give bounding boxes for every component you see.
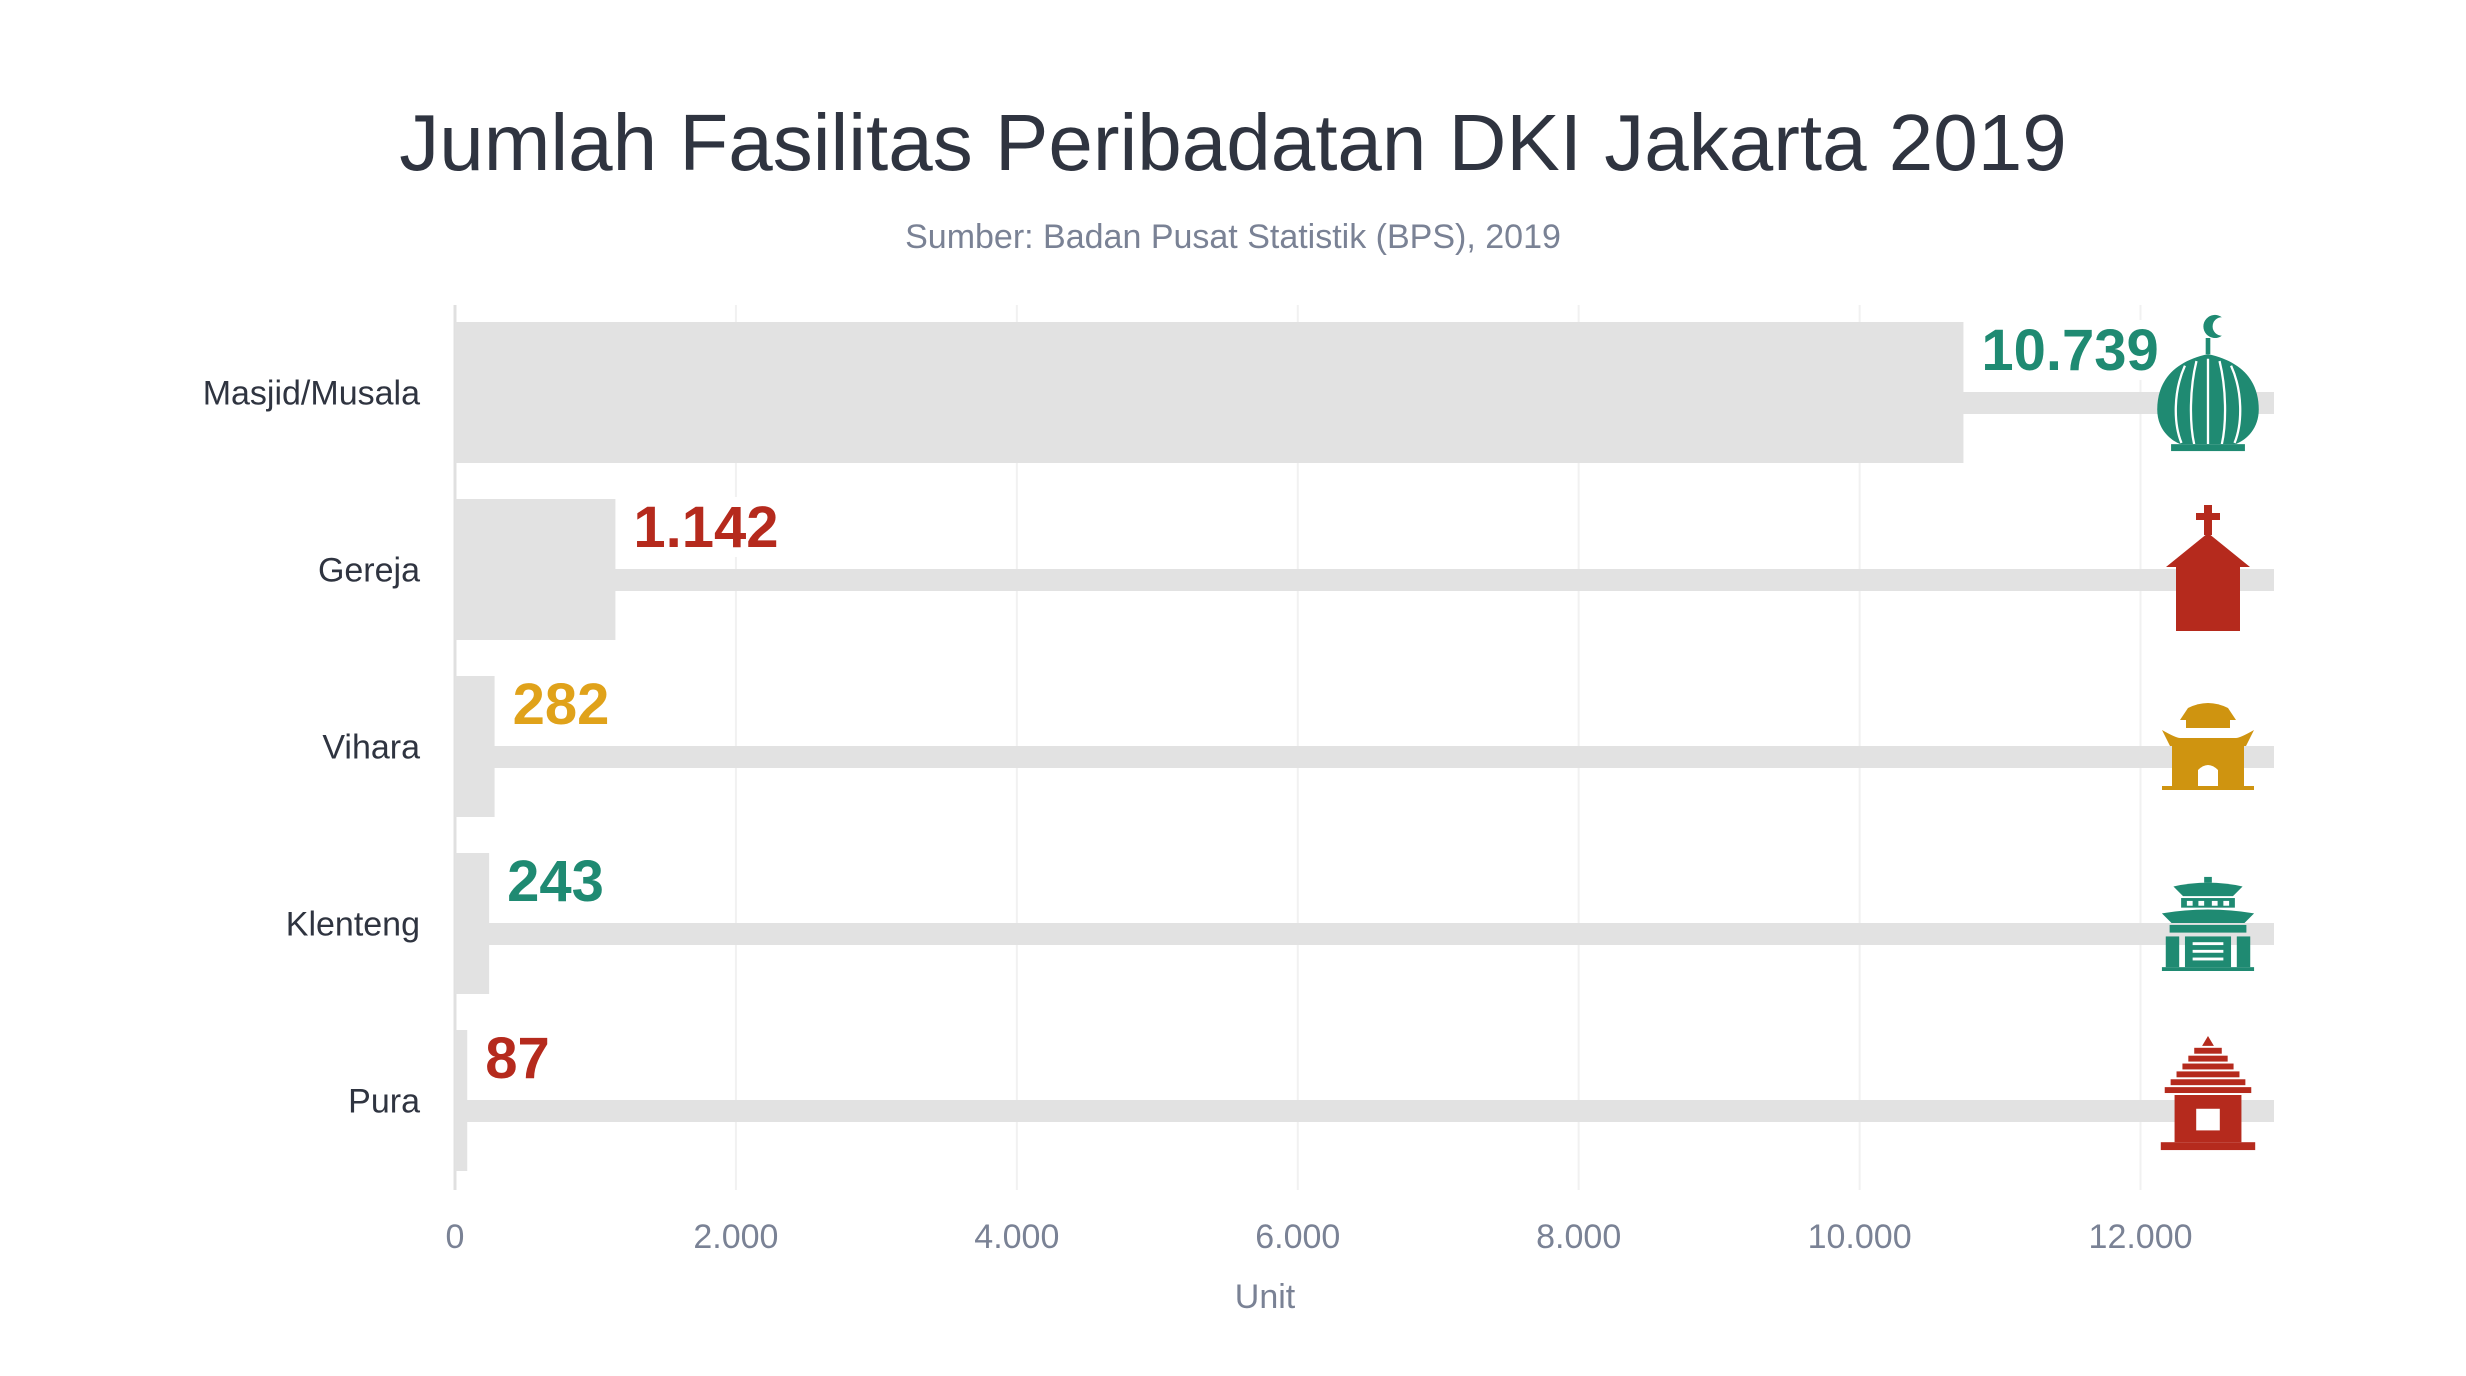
chart-title: Jumlah Fasilitas Peribadatan DKI Jakarta… (399, 98, 2067, 187)
bar-rail (455, 569, 2274, 591)
pura-icon (2161, 1036, 2255, 1150)
value-label: 87 (485, 1026, 550, 1091)
value-label-backing (625, 497, 801, 557)
value-label-backing (477, 1028, 554, 1088)
x-tick-label: 8.000 (1536, 1218, 1621, 1256)
value-label-backing (1973, 320, 2182, 380)
value-label: 1.142 (633, 495, 778, 560)
bar (455, 676, 495, 817)
category-label: Masjid/Musala (203, 375, 420, 413)
value-label: 282 (513, 672, 610, 737)
bar-rail (455, 746, 2274, 768)
bar (455, 499, 616, 640)
category-label: Klenteng (286, 906, 420, 944)
x-tick-label: 6.000 (1255, 1218, 1340, 1256)
icons (2157, 315, 2259, 1150)
x-axis-title: Unit (1235, 1278, 1296, 1316)
church-icon (2166, 505, 2250, 631)
category-label: Pura (348, 1083, 420, 1121)
x-tick-label: 10.000 (1808, 1218, 1912, 1256)
x-tick-label: 4.000 (974, 1218, 1059, 1256)
bar (455, 1030, 468, 1171)
x-tick-label: 0 (446, 1218, 465, 1256)
chart-subtitle: Sumber: Badan Pusat Statistik (BPS), 201… (905, 218, 1561, 256)
labels: Masjid/Musala 10.739 Gereja 1.142 Vihara 282 K… (203, 318, 2182, 1121)
value-label: 243 (507, 849, 604, 914)
vihara-icon (2162, 703, 2254, 790)
category-label: Gereja (318, 552, 420, 590)
x-axis: 0 2.000 4.000 6.000 8.000 10.000 12.000 (446, 1218, 2193, 1256)
value-label-backing (499, 851, 609, 911)
bar-rail (455, 923, 2274, 945)
bar (455, 853, 490, 994)
value-label-backing (504, 674, 614, 734)
x-tick-label: 2.000 (693, 1218, 778, 1256)
x-tick-label: 12.000 (2089, 1218, 2193, 1256)
bar-rail (455, 1100, 2274, 1122)
category-label: Vihara (322, 729, 420, 767)
bar (455, 322, 1964, 463)
value-label: 10.739 (1981, 318, 2158, 383)
bars (455, 322, 2274, 1171)
